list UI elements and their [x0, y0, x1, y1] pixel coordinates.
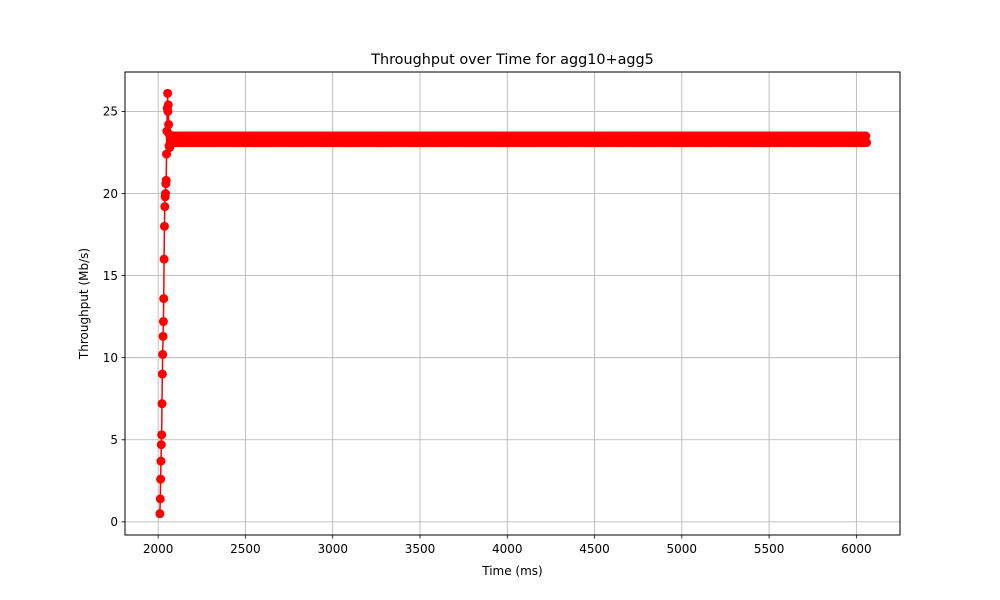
data-point: [156, 440, 166, 450]
data-point: [155, 494, 165, 504]
ticks: 2000 2500 3000 3500 4000 4500 5000 5500 6000 0 5 10…: [103, 105, 872, 556]
data-point: [158, 317, 168, 327]
data-point: [163, 100, 173, 110]
y-tick-label: 10: [103, 351, 118, 365]
data-point: [158, 349, 168, 359]
data-point: [156, 474, 166, 484]
data-point: [164, 120, 174, 130]
y-tick-label: 20: [103, 187, 118, 201]
data-point: [159, 294, 169, 304]
data-point: [157, 430, 167, 440]
x-tick-label: 6000: [841, 542, 872, 556]
series-markers: [155, 88, 871, 519]
x-tick-label: 3000: [317, 542, 348, 556]
data-point: [155, 509, 165, 519]
data-point: [163, 106, 173, 116]
data-point: [157, 399, 167, 409]
data-point: [156, 456, 166, 466]
y-tick-label: 0: [110, 515, 118, 529]
data-point: [158, 331, 168, 341]
x-tick-label: 3500: [405, 542, 436, 556]
x-tick-label: 5000: [667, 542, 698, 556]
y-axis-label: Throughput (Mb/s): [77, 248, 91, 360]
y-tick-label: 5: [110, 433, 118, 447]
x-tick-label: 4500: [579, 542, 610, 556]
x-tick-label: 5500: [754, 542, 785, 556]
plot-frame: [124, 71, 901, 536]
data-point: [161, 189, 170, 198]
data-point: [160, 202, 170, 212]
grid: [125, 72, 900, 535]
data-series: [155, 88, 871, 519]
x-tick-label: 2000: [143, 542, 174, 556]
data-point: [157, 369, 167, 379]
y-tick-label: 15: [103, 269, 118, 283]
data-point: [163, 88, 173, 98]
data-point: [159, 221, 169, 231]
chart-title: Throughput over Time for agg10+agg5: [370, 52, 654, 68]
data-point: [861, 131, 871, 141]
y-tick-label: 25: [103, 105, 118, 119]
x-tick-label: 2500: [230, 542, 261, 556]
data-point: [161, 175, 171, 185]
data-point: [861, 138, 871, 148]
data-point: [159, 254, 169, 264]
x-tick-label: 4000: [492, 542, 523, 556]
x-axis-label: Time (ms): [481, 564, 543, 578]
